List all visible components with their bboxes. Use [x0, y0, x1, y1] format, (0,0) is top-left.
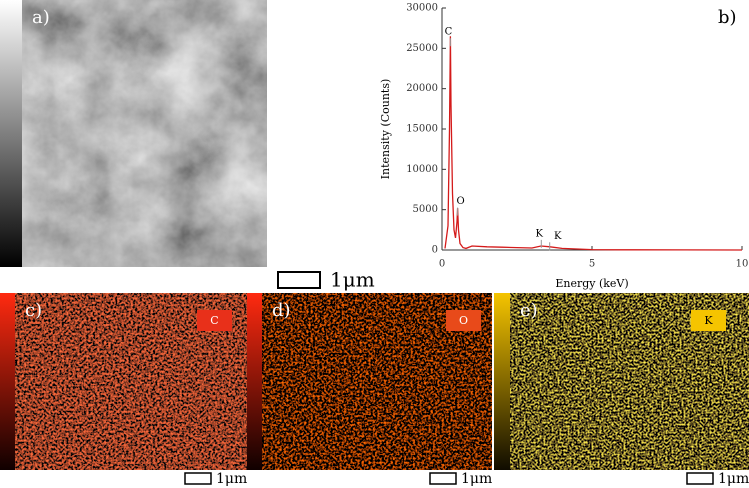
y-tick-label: 25000: [406, 43, 438, 54]
y-tick-label: 15000: [406, 124, 438, 135]
element-badge: [691, 310, 726, 331]
colorbar: [0, 293, 15, 470]
x-axis-label: Energy (keV): [555, 277, 628, 290]
peak-label: O: [456, 196, 464, 207]
colorbar: [0, 0, 22, 267]
panel-label: c): [25, 300, 42, 321]
scale-bar: [184, 472, 212, 485]
y-tick-label: 10000: [406, 164, 438, 175]
element-label: C: [210, 314, 218, 327]
element-label: O: [459, 314, 468, 327]
colorbar: [494, 293, 510, 470]
x-tick-label: 10: [736, 259, 749, 270]
element-label: K: [704, 314, 713, 327]
peak-label: K: [554, 231, 562, 242]
x-tick-label: 5: [589, 259, 595, 270]
y-tick-label: 5000: [413, 204, 438, 215]
scale-text: 1μm: [330, 268, 375, 292]
scale-bar: [429, 472, 457, 485]
panel-label: d): [272, 300, 291, 321]
scale-bar: [686, 472, 714, 485]
panel-label: e): [520, 300, 538, 321]
element-badge: [197, 310, 232, 331]
sem-image: [22, 0, 267, 267]
y-tick-label: 0: [432, 245, 438, 256]
spectrum-line: [444, 36, 743, 251]
x-tick-label: 0: [439, 259, 445, 270]
y-axis-label: Intensity (Counts): [379, 79, 392, 180]
peak-label: K: [536, 228, 544, 239]
panel-label: a): [32, 7, 50, 28]
scale-text: 1μm: [461, 471, 492, 487]
y-tick-label: 30000: [406, 3, 438, 14]
scale-bar: [277, 271, 321, 289]
colorbar: [247, 293, 262, 470]
element-badge: [446, 310, 481, 331]
peak-label: C: [445, 27, 453, 38]
scale-text: 1μm: [216, 471, 247, 487]
scale-text: 1μm: [718, 471, 749, 487]
panel-label: b): [718, 7, 737, 28]
y-tick-label: 20000: [406, 83, 438, 94]
